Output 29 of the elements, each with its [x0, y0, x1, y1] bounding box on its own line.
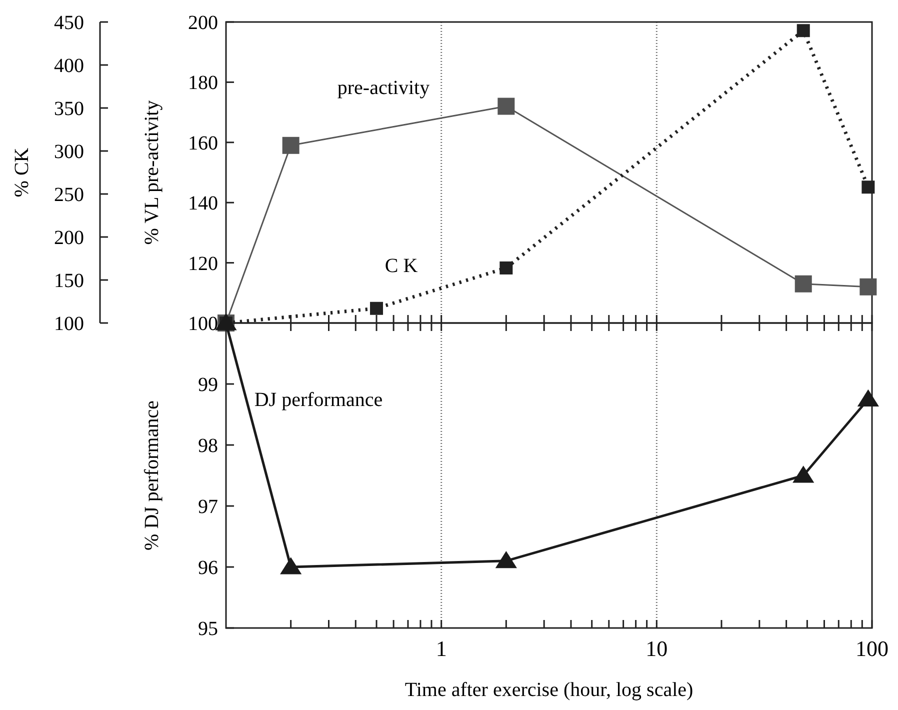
y-tick-label: 99: [198, 374, 218, 396]
y2-axis-title: % CK: [11, 147, 33, 198]
y-tick-label: 95: [198, 618, 218, 640]
y-tick-label: 200: [188, 12, 218, 34]
y2-tick-label: 350: [54, 98, 84, 120]
y2-tick-label: 250: [54, 184, 84, 206]
x-tick-label: 10: [646, 636, 668, 661]
y2-tick-label: 200: [54, 227, 84, 249]
y2-tick-label: 300: [54, 141, 84, 163]
y-axis-title: % VL pre-activity: [141, 100, 163, 245]
y2-tick-label: 450: [54, 12, 84, 34]
y-tick-label: 96: [198, 557, 218, 579]
y-tick-label: 120: [188, 252, 218, 275]
series-label: pre-activity: [337, 76, 430, 99]
y-tick-label: 97: [198, 496, 218, 518]
y-axis-title: % DJ performance: [141, 400, 163, 550]
y2-tick-label: 100: [54, 313, 84, 335]
series-label: DJ performance: [254, 388, 383, 411]
x-tick-label: 100: [856, 636, 888, 661]
y2-tick-label: 150: [54, 270, 84, 292]
x-tick-label: 1: [436, 636, 447, 661]
y-tick-label: 100: [188, 313, 218, 335]
y2-tick-label: 400: [54, 55, 84, 77]
y-tick-label: 160: [188, 132, 218, 154]
y-tick-label: 98: [198, 435, 218, 457]
x-axis-title: Time after exercise (hour, log scale): [404, 679, 694, 701]
y-tick-label: 180: [188, 72, 218, 94]
y-tick-label: 140: [188, 192, 218, 215]
series-label: C K: [384, 255, 418, 278]
